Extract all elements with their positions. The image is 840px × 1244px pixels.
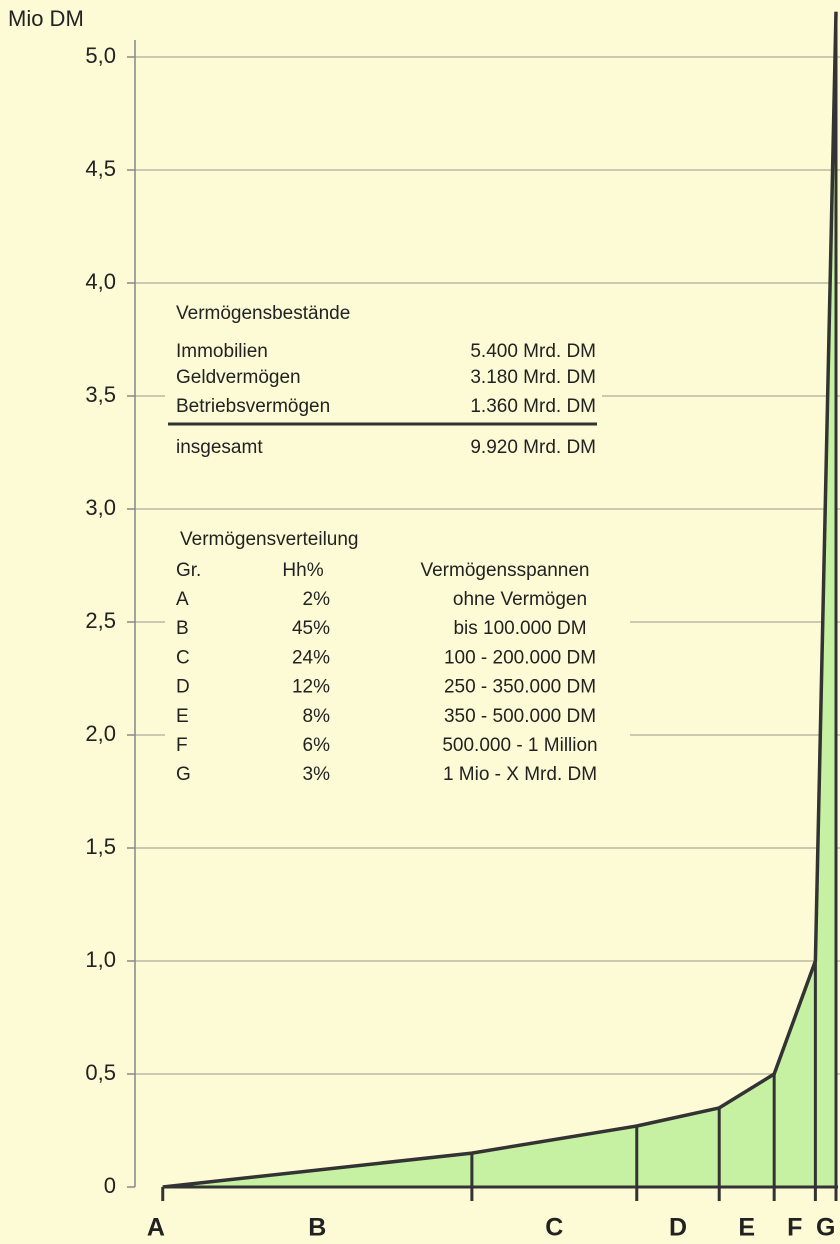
y-tick-label: 0,5 [85,1060,116,1085]
curve [162,11,838,1189]
distribution-cell: 45% [292,618,330,639]
y-tick-label: 3,0 [85,495,116,520]
distribution-cell: D [176,677,190,698]
distribution-cell: 8% [303,706,331,727]
distribution-cell: B [176,618,189,639]
distribution-cell: 2% [303,589,331,610]
x-category-label: F [787,1214,802,1242]
holdings-label: Betriebsvermögen [176,396,330,417]
distribution-cell: E [176,706,189,727]
y-tick-label: 4,5 [85,156,116,181]
holdings-total-label: insgesamt [176,437,263,458]
distribution-header: Hh% [282,560,323,581]
x-category-label: A [147,1214,165,1242]
distribution-cell: 12% [292,677,330,698]
distribution-cell: 3% [303,764,331,785]
y-tick-label: 3,5 [85,382,116,407]
x-category-label: C [545,1214,563,1242]
holdings-title: Vermögensbestände [176,303,350,324]
distribution-cell: ohne Vermögen [453,589,587,610]
y-axis-label: Mio DM [8,6,84,31]
holdings-total-value: 9.920 Mrd. DM [470,437,596,458]
distribution-cell: F [176,735,188,756]
x-category-label: B [308,1214,326,1242]
x-category-label: D [669,1214,687,1242]
holdings-value: 1.360 Mrd. DM [470,396,596,417]
distribution-cell: 250 - 350.000 DM [444,677,596,698]
distribution-cell: 6% [303,735,331,756]
y-tick-label: 2,5 [85,608,116,633]
holdings-box [165,298,602,490]
holdings-label: Geldvermögen [176,367,301,388]
distribution-cell: bis 100.000 DM [453,618,586,639]
tables: 0 0,5 1,0 1,5 2,0 2,5 3,0 3,5 4,0 4,5 5,0 Vermögens… [85,43,597,1198]
y-tick-label: 0 [104,1173,116,1198]
holdings-value: 3.180 Mrd. DM [470,367,596,388]
distribution-cell: 500.000 - 1 Million [442,735,597,756]
distribution-cell: A [176,589,189,610]
holdings-value: 5.400 Mrd. DM [470,341,596,362]
distribution-cell: 350 - 500.000 DM [444,706,596,727]
y-tick-label: 4,0 [85,269,116,294]
y-tick-label: 1,5 [85,834,116,859]
y-tick-label: 5,0 [85,43,116,68]
distribution-header: Gr. [176,560,201,581]
x-category-label: E [738,1214,755,1242]
distribution-box [165,526,630,798]
y-tick-label: 2,0 [85,721,116,746]
distribution-cell: 100 - 200.000 DM [444,647,596,668]
y-tick-label: 1,0 [85,947,116,972]
distribution-cell: 1 Mio - X Mrd. DM [443,764,597,785]
x-category-label: G [816,1214,835,1242]
distribution-cell: C [176,647,190,668]
distribution-title: Vermögensverteilung [180,529,359,550]
distribution-cell: G [176,764,191,785]
distribution-header: Vermögensspannen [420,560,589,581]
distribution-cell: 24% [292,647,330,668]
holdings-label: Immobilien [176,341,268,362]
